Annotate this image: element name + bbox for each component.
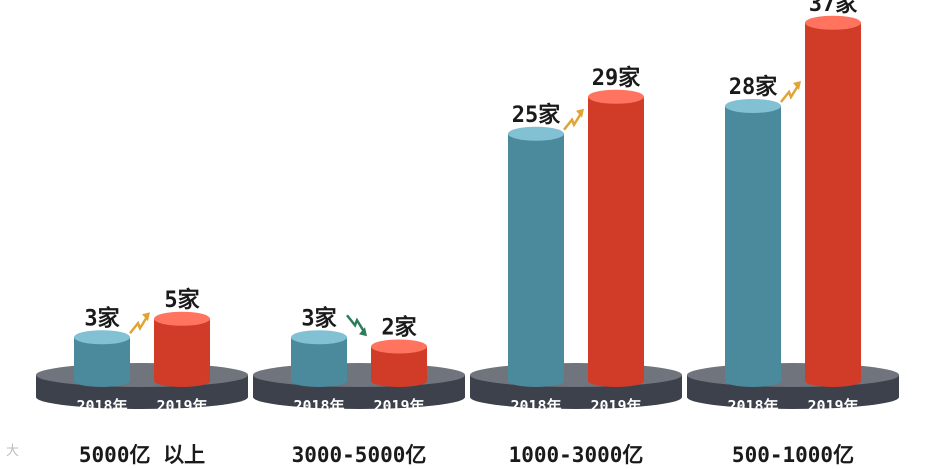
category-label: 500-1000亿: [732, 443, 854, 467]
data-label: 28家: [729, 74, 778, 100]
data-label: 25家: [512, 102, 561, 128]
bar-base: [725, 375, 781, 387]
platform-top: [470, 363, 682, 387]
arrow-head-icon: [142, 312, 150, 322]
bar-base: [74, 375, 130, 387]
year-label: 2019年: [373, 397, 424, 415]
bar-base: [291, 375, 347, 387]
bar-cap: [725, 99, 781, 113]
bar-2018-2: [508, 126, 564, 387]
bar-2019-2: [588, 89, 644, 387]
category-label: 3000-5000亿: [292, 443, 427, 467]
platform-bottom: [470, 385, 682, 409]
bar-cap: [74, 330, 130, 345]
data-label: 3家: [84, 305, 120, 331]
data-label: 37家: [809, 0, 858, 17]
year-label: 2019年: [156, 397, 207, 415]
bar-body: [154, 318, 210, 381]
year-label: 2019年: [807, 397, 858, 415]
year-label: 2018年: [727, 397, 778, 415]
data-label: 3家: [301, 305, 337, 331]
bar-base: [588, 375, 644, 387]
platform-bottom: [36, 385, 248, 409]
platform-top: [253, 363, 465, 387]
bar-body: [588, 96, 644, 381]
bar-base: [508, 375, 564, 387]
platform-top: [36, 363, 248, 387]
bar-base: [371, 375, 427, 387]
platform-bottom: [687, 385, 899, 409]
platform-top: [687, 363, 899, 387]
bar-cap: [154, 311, 210, 326]
bar-cap: [588, 89, 644, 104]
bar-body: [725, 106, 781, 381]
bar-base: [805, 375, 861, 387]
category-label: 5000亿 以上: [79, 443, 205, 467]
data-label: 29家: [592, 65, 641, 91]
trend-up-arrow-icon: [563, 111, 584, 131]
bar-2018-1: [291, 330, 347, 387]
trend-down-arrow-icon: [346, 314, 367, 334]
bar-cap: [291, 330, 347, 345]
bar-cap: [371, 339, 427, 354]
arrow-head-icon: [576, 108, 584, 118]
bar-2019-0: [154, 311, 210, 387]
trend-up-arrow-icon: [780, 83, 801, 103]
arrow-head-icon: [359, 327, 367, 337]
bar-2018-0: [74, 330, 130, 387]
watermark-text: 大: [6, 444, 20, 459]
data-label: 5家: [164, 287, 200, 313]
year-label: 2019年: [590, 397, 641, 415]
bar-2018-3: [725, 99, 781, 387]
bar-cap: [805, 15, 861, 30]
arrow-head-icon: [793, 81, 801, 90]
bar-body: [291, 337, 347, 381]
bar-body: [508, 133, 564, 381]
trend-up-arrow-icon: [129, 314, 150, 335]
bar-2019-1: [371, 339, 427, 387]
bar-body: [74, 337, 130, 381]
bar-2019-3: [805, 15, 861, 387]
category-label: 1000-3000亿: [509, 443, 644, 467]
platform-bottom: [253, 385, 465, 409]
year-label: 2018年: [293, 397, 344, 415]
year-label: 2018年: [76, 397, 127, 415]
year-label: 2018年: [510, 397, 561, 415]
bar-cap: [508, 126, 564, 141]
data-label: 2家: [381, 315, 417, 341]
bar-body: [805, 22, 861, 381]
bar-base: [154, 375, 210, 387]
